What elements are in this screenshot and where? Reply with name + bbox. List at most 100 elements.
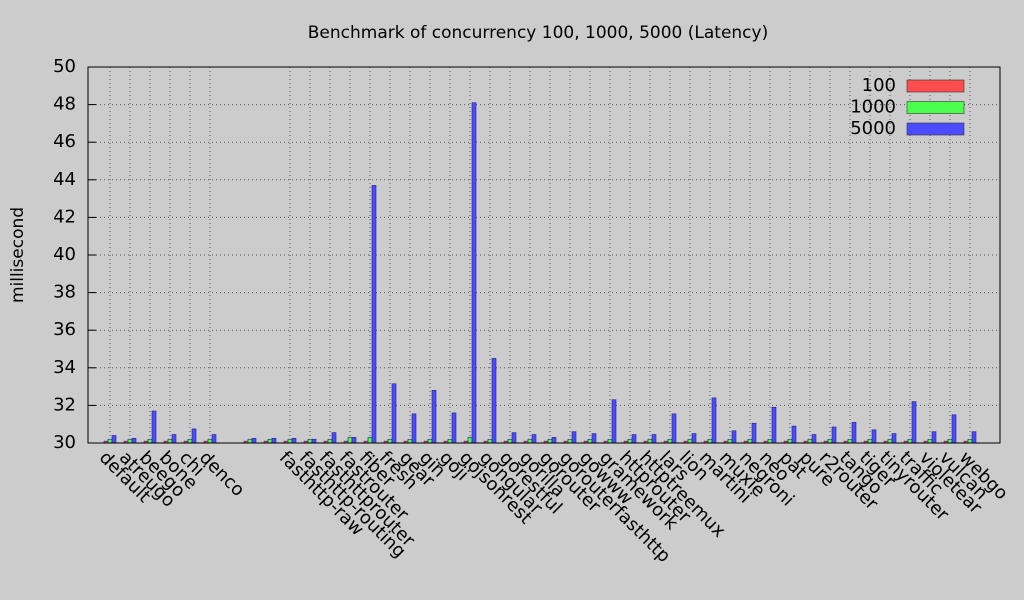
legend-swatch bbox=[906, 101, 965, 114]
bar bbox=[167, 438, 173, 444]
bar bbox=[847, 438, 853, 444]
y-tick-label: 38 bbox=[53, 282, 76, 303]
bar bbox=[807, 438, 813, 444]
bar bbox=[111, 435, 117, 444]
y-tick-label: 30 bbox=[53, 432, 76, 453]
bar bbox=[947, 438, 953, 444]
y-tick-label: 48 bbox=[53, 94, 76, 115]
y-tick-label: 46 bbox=[53, 131, 76, 152]
y-tick-label: 34 bbox=[53, 357, 76, 378]
bar bbox=[887, 438, 893, 444]
bar bbox=[131, 437, 137, 444]
bar bbox=[191, 428, 197, 444]
bar bbox=[647, 438, 653, 444]
y-tick-label: 32 bbox=[53, 394, 76, 415]
bar bbox=[927, 438, 933, 444]
bar bbox=[971, 431, 977, 444]
bar bbox=[791, 425, 797, 444]
bar bbox=[851, 422, 857, 444]
bar bbox=[631, 434, 637, 444]
bar bbox=[891, 433, 897, 444]
bar bbox=[371, 185, 377, 444]
y-tick-label: 44 bbox=[53, 169, 76, 190]
bar bbox=[431, 390, 437, 444]
bar bbox=[287, 438, 293, 444]
bar bbox=[151, 410, 157, 444]
bar bbox=[667, 438, 673, 444]
bar bbox=[627, 438, 633, 444]
bar bbox=[907, 438, 913, 444]
bar bbox=[867, 438, 873, 444]
chart-title: Benchmark of concurrency 100, 1000, 5000… bbox=[308, 23, 768, 43]
bar bbox=[551, 437, 557, 444]
bar bbox=[187, 438, 193, 444]
bar bbox=[691, 433, 697, 444]
bar bbox=[771, 406, 777, 444]
bar bbox=[107, 438, 113, 444]
legend-label: 5000 bbox=[850, 118, 896, 139]
bar bbox=[911, 401, 917, 444]
bar bbox=[951, 414, 957, 444]
bar bbox=[531, 434, 537, 444]
bar bbox=[207, 438, 213, 444]
bar bbox=[827, 438, 833, 444]
bar bbox=[271, 437, 277, 444]
bar bbox=[267, 438, 273, 444]
y-tick-label: 50 bbox=[53, 56, 76, 77]
bar bbox=[427, 438, 433, 444]
legend-label: 1000 bbox=[850, 97, 896, 118]
bar bbox=[671, 413, 677, 444]
bar bbox=[451, 412, 457, 444]
bar bbox=[367, 437, 373, 444]
bar bbox=[727, 438, 733, 444]
bar bbox=[607, 438, 613, 444]
bar bbox=[251, 437, 257, 444]
bar bbox=[147, 438, 153, 444]
bar bbox=[307, 438, 313, 444]
bar bbox=[331, 432, 337, 444]
bar bbox=[211, 434, 217, 444]
bar bbox=[507, 438, 513, 444]
bar bbox=[707, 438, 713, 444]
bar bbox=[471, 102, 477, 444]
bar bbox=[407, 438, 413, 444]
legend-swatch bbox=[906, 122, 965, 136]
bar bbox=[747, 438, 753, 444]
bar bbox=[511, 432, 517, 444]
bar bbox=[871, 429, 877, 444]
bar bbox=[811, 434, 817, 444]
bar bbox=[767, 438, 773, 444]
bar bbox=[487, 438, 493, 444]
bar bbox=[247, 438, 253, 444]
bar bbox=[311, 438, 317, 444]
bar bbox=[467, 437, 473, 444]
bar bbox=[291, 437, 297, 444]
plot-frame bbox=[87, 66, 1001, 444]
bar bbox=[687, 438, 693, 444]
bar bbox=[527, 438, 533, 444]
bar bbox=[931, 431, 937, 444]
bar bbox=[967, 438, 973, 444]
bar bbox=[127, 438, 133, 444]
bar bbox=[711, 397, 717, 444]
bar bbox=[611, 399, 617, 444]
bar bbox=[351, 437, 357, 444]
bar bbox=[171, 434, 177, 444]
bar bbox=[731, 430, 737, 444]
bar bbox=[387, 438, 393, 444]
bar bbox=[571, 431, 577, 444]
bar bbox=[591, 433, 597, 444]
bar bbox=[411, 413, 417, 444]
bar bbox=[567, 438, 573, 444]
y-tick-label: 40 bbox=[53, 244, 76, 265]
bar bbox=[491, 358, 497, 444]
legend-swatch bbox=[906, 79, 965, 93]
bar bbox=[587, 438, 593, 444]
bar bbox=[347, 437, 353, 444]
bar bbox=[831, 426, 837, 444]
bar bbox=[651, 434, 657, 444]
bar bbox=[751, 422, 757, 444]
y-tick-label: 36 bbox=[53, 319, 76, 340]
